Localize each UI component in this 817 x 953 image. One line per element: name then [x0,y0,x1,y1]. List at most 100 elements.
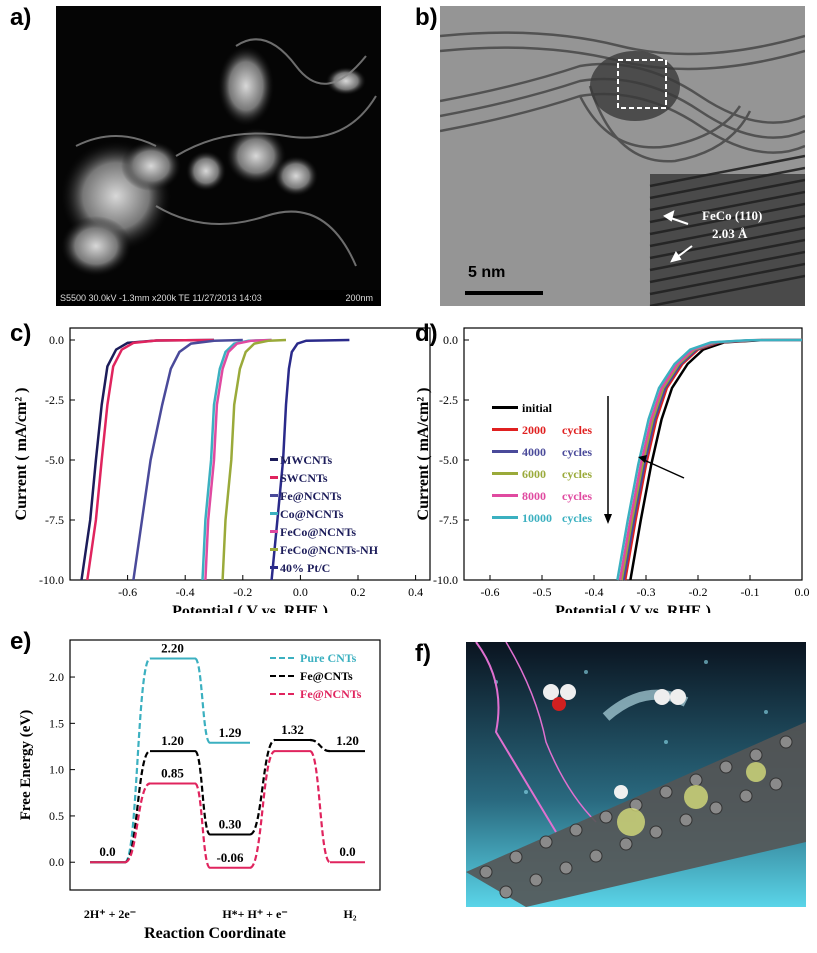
legend-swatch [270,476,278,479]
x-tick-label: -0.5 [533,585,552,599]
energy-value-label: 0.85 [161,766,184,781]
adsorbed-h2 [543,684,576,711]
tem-scale-text: 5 nm [468,264,506,281]
sem-info-bar: S5500 30.0kV -1.3mm x200k TE 11/27/2013 … [56,290,381,306]
tem-image: FeCo (110) 2.03 Å 5 nm [440,6,805,306]
series-line-40-pt-c [270,338,350,581]
x-tick-label: -0.2 [689,585,708,599]
x-axis-label: Potential ( V vs. RHE ) [555,603,711,613]
y-tick-label: -7.5 [45,513,64,527]
panel-d-label: d) [415,320,438,347]
tem-scale-bar [465,291,543,295]
x-tick-label: 2H⁺ + 2e⁻ [84,907,136,921]
sem-texture [61,38,377,276]
y-tick-label: 0.0 [49,333,64,347]
x-tick-label: -0.4 [585,585,604,599]
energy-value-label: 0.0 [99,844,115,859]
y-tick-label: 0.5 [49,809,64,823]
legend-label: MWCNTs [280,453,333,467]
chart-d: -0.6 -0.5 -0.4 -0.3 -0.2 -0.1 0.0 0.0 -2.5 -5.0 -7… [415,327,810,613]
series-line-10000 [616,338,803,581]
sem-info-text: S5500 30.0kV -1.3mm x200k TE 11/27/2013 … [60,293,262,303]
y-tick-label: -7.5 [439,513,458,527]
energy-connector [248,750,277,869]
x-tick-label: 0.0 [293,585,308,599]
panel-a-label: a) [10,4,32,31]
sem-image: S5500 30.0kV -1.3mm x200k TE 11/27/2013 … [56,6,381,306]
x-tick-label: 0.0 [795,585,810,599]
series-line-swcnts [86,338,215,581]
plot-frame [463,327,803,581]
energy-connector [124,782,151,864]
legend-swatch [492,494,518,497]
y-tick-label: -2.5 [439,393,458,407]
shift-arrow [643,459,685,479]
series-line-6000 [620,338,803,581]
x-tick-label: -0.2 [233,585,252,599]
y-tick-label: 0.0 [443,333,458,347]
y-tick-label: 2.0 [49,670,64,684]
legend-label: Co@NCNTs [280,507,344,521]
series-line-4000 [622,338,803,581]
legend-swatch [270,530,278,533]
y-tick-label: 0.0 [49,855,64,869]
shift-arrow-head [638,455,647,463]
x-tick-label: -0.1 [741,585,760,599]
cnt-illustration [466,642,806,907]
legend-unit: cycles [562,423,592,437]
panel-f-label: f) [415,640,431,667]
energy-connector [123,657,152,864]
y-axis-label: Free Energy (eV) [18,710,34,821]
legend-swatch [492,406,518,409]
legend-swatch [492,428,518,431]
y-axis-label: Current ( mA/cm² ) [415,388,432,521]
x-tick-label: H₂ [344,907,357,921]
legend-label: Fe@NCNTs [280,489,342,503]
plot-frame [69,639,381,891]
y-axis-label: Current ( mA/cm² ) [13,388,30,521]
series-line-feco-ncnts-nh [221,338,287,581]
series-line-fe-ncnts [132,338,243,581]
legend-unit: cycles [562,489,592,503]
legend-label: Fe@NCNTs [300,687,362,701]
sem-scale-text: 200nm [345,293,373,303]
energy-value-label: 1.20 [161,733,184,748]
legend-swatch [270,458,278,461]
x-tick-label: -0.4 [176,585,195,599]
cnt-illustration-art [466,642,806,907]
y-tick-label: 1.5 [49,716,64,730]
energy-value-label: 2.20 [161,641,184,656]
y-tick-label: -10.0 [433,573,458,587]
tem-selection-box [617,59,667,109]
y-tick-label: -5.0 [45,453,64,467]
energy-connector [249,738,276,836]
tem-inset-text-1: FeCo (110) [702,208,763,223]
y-tick-label: -2.5 [45,393,64,407]
legend-label: Fe@CNTs [300,669,353,683]
legend-swatch [270,566,278,569]
energy-value-label: 0.30 [219,816,242,831]
legend-label: FeCo@NCNTs [280,525,356,539]
energy-connector [193,782,212,869]
x-tick-label: -0.6 [118,585,137,599]
h2-molecule [654,689,686,705]
legend-swatch [492,472,518,475]
x-tick-label: 0.2 [351,585,366,599]
x-axis-label: Reaction Coordinate [144,925,286,942]
legend-swatch [270,548,278,551]
energy-connector [309,738,331,753]
legend-label: FeCo@NCNTs-NH [280,543,379,557]
series-line-initial [629,338,803,581]
panel-c-label: c) [10,320,32,347]
x-axis-label: Potential ( V vs. RHE ) [172,603,328,613]
energy-value-label: 1.32 [281,722,304,737]
legend-label: initial [522,401,553,415]
legend-unit: cycles [562,445,592,459]
chart-e: 0.0 0.5 1.0 1.5 2.0 2H⁺ + 2e⁻ H*+ H⁺ + e⁻ H₂ Rea… [18,639,381,942]
panel-e-label: e) [10,628,32,655]
energy-value-label: 1.20 [336,733,359,748]
plot-frame [69,327,431,581]
energy-value-label: 0.0 [339,844,355,859]
cycles-arrow-head [604,514,612,524]
chart-c: -0.6 -0.4 -0.2 0.0 0.2 0.4 0.0 -2.5 -5.0 -7.5 -10.… [13,327,431,613]
